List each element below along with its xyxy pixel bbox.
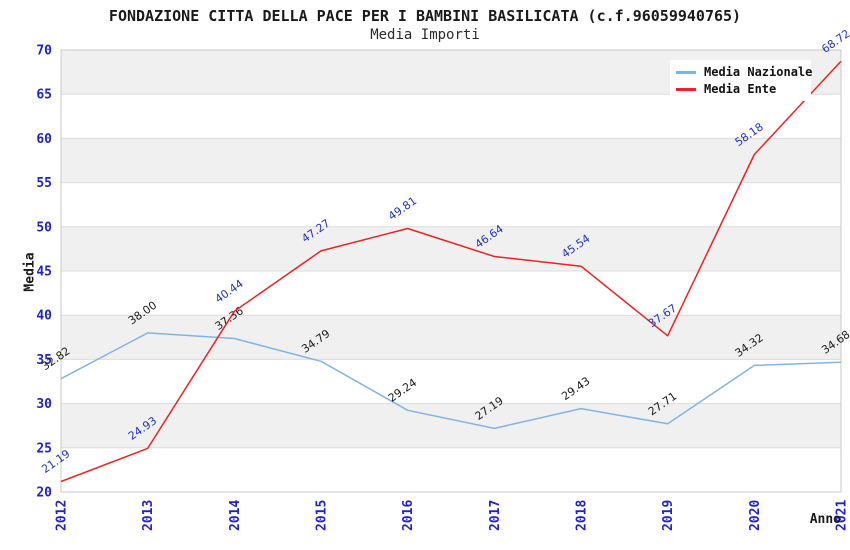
plot-border [60,49,842,493]
legend-label-media-nazionale: Media Nazionale [704,65,813,79]
x-tick-label: 2017 [488,500,503,531]
y-axis-title: Media [22,252,38,292]
legend-label-media-ente: Media Ente [704,82,777,96]
legend-line-swatch-nazionale [676,70,696,74]
x-tick-label: 2019 [661,500,676,531]
plot-band [61,138,841,183]
data-point-label: 29.43 [559,374,592,403]
plot-band [61,403,841,448]
y-tick-label: 65 [36,88,52,103]
y-tick-label: 50 [36,220,52,235]
series-line-nazionale [60,332,842,430]
y-tick-label: 45 [36,265,52,280]
y-tick-label: 55 [36,176,52,191]
legend: Media Nazionale Media Ente [670,60,813,101]
y-tick-label: 60 [36,132,52,147]
y-tick-label: 35 [36,353,52,368]
y-tick-label: 20 [36,486,52,501]
data-point-label: 29.24 [386,376,419,405]
y-tick-label: 25 [36,441,52,456]
legend-line-swatch-ente [676,87,696,91]
x-tick-label: 2020 [748,500,763,531]
chart-subtitle: Media Importi [370,27,480,43]
x-axis-title: Anno [809,512,841,527]
y-tick-label: 70 [36,44,52,59]
x-tick-label: 2015 [315,500,330,531]
legend-item-media-ente: Media Ente [676,81,811,97]
plot-band [61,315,841,360]
x-tick-label: 2013 [141,500,156,531]
legend-item-media-nazionale: Media Nazionale [676,64,813,80]
plot-band [61,226,841,271]
x-tick-label: 2021 [835,500,850,531]
data-point-label: 40.44 [213,277,246,306]
y-tick-label: 40 [36,309,52,324]
data-point-label: 49.81 [386,194,419,223]
x-tick-label: 2016 [401,500,416,531]
x-tick-label: 2012 [55,500,70,531]
x-tick-label: 2014 [228,500,243,531]
x-tick-label: 2018 [575,500,590,531]
series-line-ente [60,60,842,483]
y-tick-label: 30 [36,397,52,412]
chart-title: FONDAZIONE CITTA DELLA PACE PER I BAMBIN… [108,7,742,25]
